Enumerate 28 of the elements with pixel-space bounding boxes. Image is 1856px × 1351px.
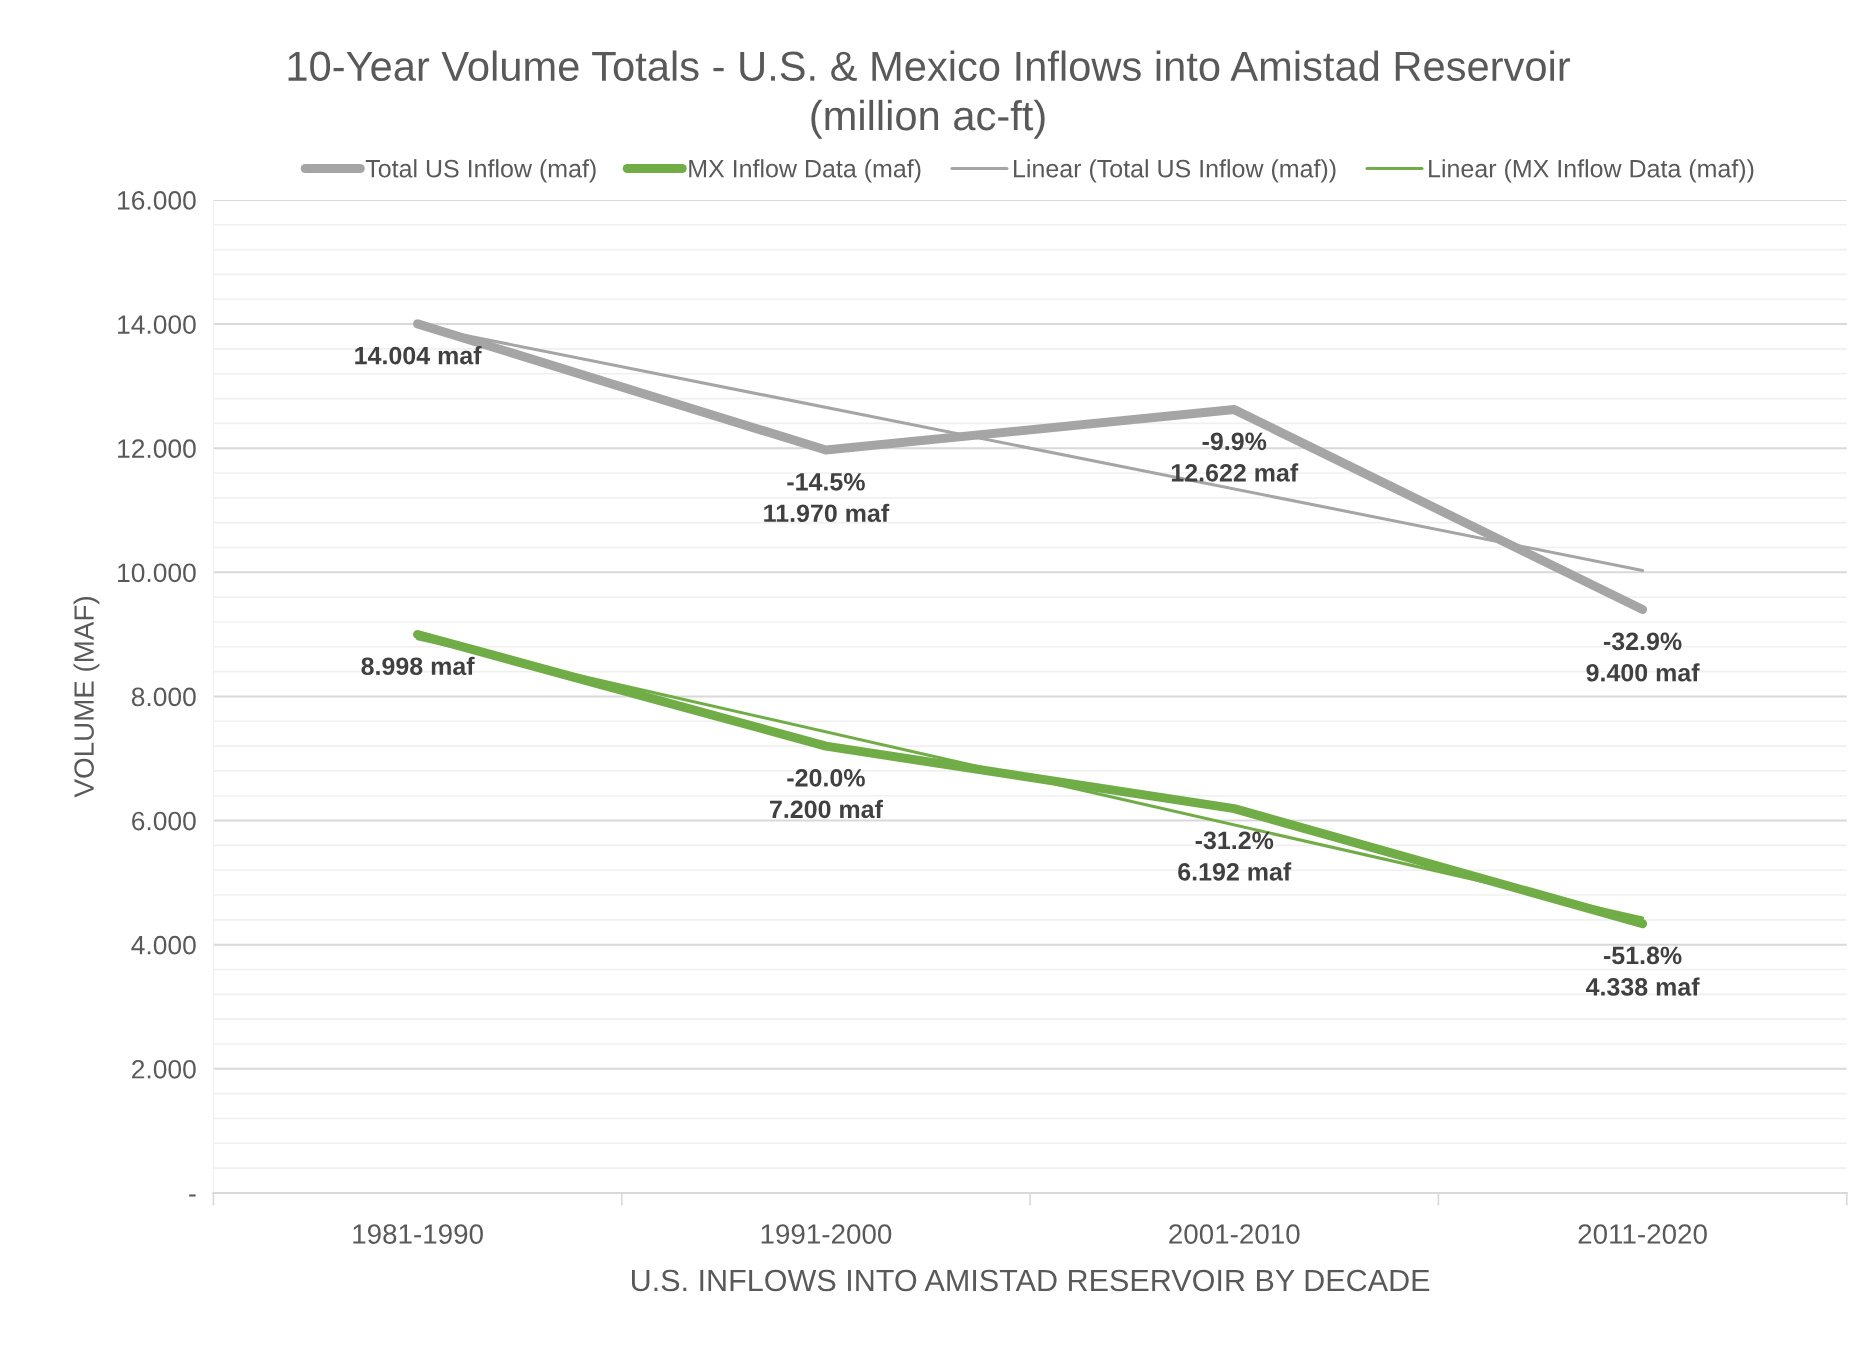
y-axis-title: VOLUME (MAF)	[73, 597, 100, 798]
y-tick-label: 2.000	[132, 1059, 196, 1079]
data-label: 8.998 maf	[361, 656, 475, 676]
x-axis-title: U.S. INFLOWS INTO AMISTAD RESERVOIR BY DECADE	[631, 1269, 1430, 1292]
legend-label: Total US Inflow (maf)	[365, 159, 596, 183]
y-tick-label: 8.000	[131, 687, 196, 707]
data-label: 14.004 maf	[355, 346, 482, 365]
y-tick-label: 14.000	[118, 315, 196, 334]
chart-title: 10-Year Volume Totals - U.S. & Mexico Inflows into Amistad Reservoir (million ac-ft)	[288, 50, 1570, 139]
y-tick-label: 6.000	[132, 811, 196, 831]
y-tick-label: 10.000	[118, 563, 196, 583]
x-tick-label: 1991-2000	[761, 1224, 892, 1244]
data-label: -31.2% 6.192 maf	[1178, 831, 1292, 881]
x-tick-label: 2001-2010	[1169, 1224, 1300, 1244]
x-tick-label: 2011-2020	[1578, 1224, 1707, 1244]
y-tick-label: 16.000	[118, 191, 196, 210]
data-label: -51.8% 4.338 maf	[1585, 946, 1700, 996]
data-label: -9.9% 12.622 maf	[1171, 432, 1299, 482]
y-tick-label: 12.000	[118, 439, 196, 459]
x-tick-label: 1981-1990	[353, 1224, 483, 1244]
legend-label: Linear (MX Inflow Data (maf))	[1429, 159, 1754, 183]
legend-label: Linear (Total US Inflow (maf))	[1014, 159, 1336, 183]
y-tick-label: -	[189, 1194, 196, 1197]
data-label: -14.5% 11.970 maf	[764, 473, 890, 523]
legend-label: MX Inflow Data (maf)	[689, 159, 921, 183]
y-tick-label: 4.000	[131, 935, 196, 955]
data-label: -32.9% 9.400 maf	[1586, 632, 1700, 682]
data-label: -20.0% 7.200 maf	[770, 768, 883, 819]
